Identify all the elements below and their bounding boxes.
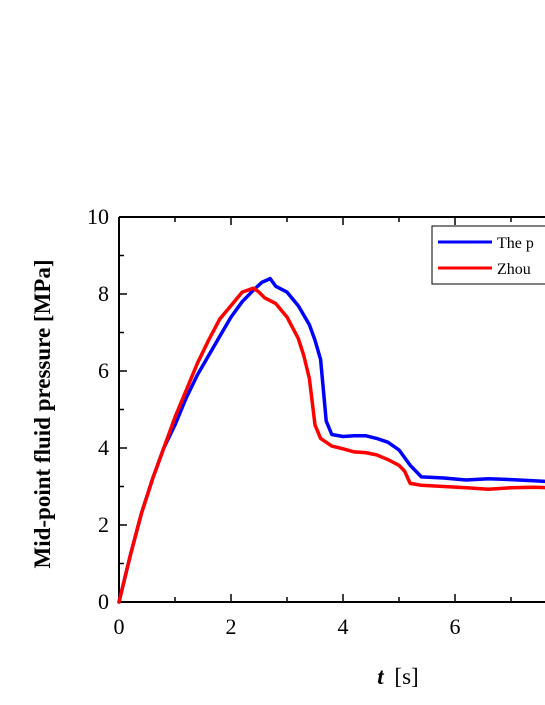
y-tick-label: 8 <box>98 281 109 306</box>
y-tick-label: 4 <box>98 435 109 460</box>
legend-label-1: Zhou <box>497 261 531 278</box>
x-tick-label: 6 <box>450 614 461 639</box>
x-axis-title: t [s] <box>377 664 418 689</box>
y-ticks: 0 2 4 6 8 10 <box>87 204 127 614</box>
x-axis-title-unit: [s] <box>394 664 418 689</box>
y-axis-title: Mid-point fluid pressure [MPa] <box>30 259 55 568</box>
x-axis-title-var: t <box>377 664 384 689</box>
legend: The p Zhou <box>431 225 545 285</box>
y-tick-label: 0 <box>98 589 109 614</box>
legend-label-0: The p <box>497 235 534 252</box>
series-line-1 <box>117 286 545 604</box>
y-tick-label: 6 <box>98 358 109 383</box>
x-ticks: 0 2 4 6 <box>114 217 512 639</box>
x-tick-label: 4 <box>338 614 349 639</box>
x-tick-label: 0 <box>114 614 125 639</box>
legend-box <box>431 225 545 285</box>
y-tick-label: 10 <box>87 204 109 229</box>
x-tick-label: 2 <box>226 614 237 639</box>
series-layer <box>117 276 545 604</box>
y-tick-label: 2 <box>98 512 109 537</box>
series-line-0 <box>117 276 545 604</box>
